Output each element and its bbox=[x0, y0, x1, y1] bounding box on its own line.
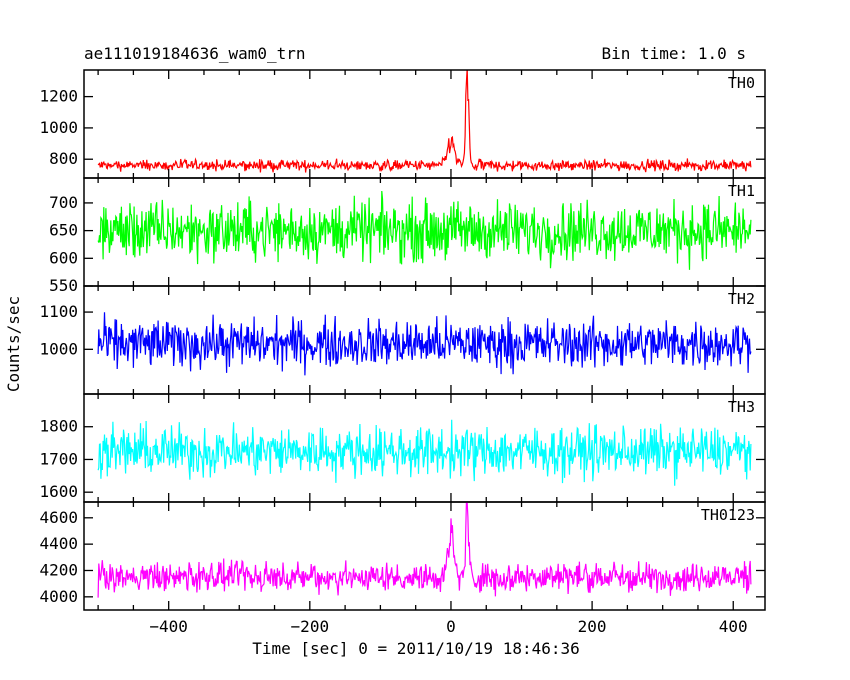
x-axis-label: Time [sec] 0 = 2011/10/19 18:46:36 bbox=[252, 639, 580, 658]
series-line-th1 bbox=[97, 190, 752, 270]
y-tick-label: 4400 bbox=[39, 534, 78, 553]
series-line-th0 bbox=[97, 70, 752, 173]
y-tick-label: 600 bbox=[49, 248, 78, 267]
series-line-th2 bbox=[97, 312, 752, 376]
y-axis-label: Counts/sec bbox=[4, 296, 23, 392]
y-tick-label: 650 bbox=[49, 221, 78, 240]
y-tick-label: 4600 bbox=[39, 508, 78, 527]
y-tick-label: 1600 bbox=[39, 482, 78, 501]
series-line-th3 bbox=[97, 419, 752, 486]
y-tick-label: 1000 bbox=[39, 118, 78, 137]
chart-title: ae111019184636_wam0_trn bbox=[84, 44, 306, 63]
panel-label-th2: TH2 bbox=[728, 290, 755, 308]
y-tick-label: 1700 bbox=[39, 449, 78, 468]
panel-label-th1: TH1 bbox=[728, 182, 755, 200]
y-tick-label: 1800 bbox=[39, 417, 78, 436]
panels-group: 800 1000 1200 TH0 550 600 650 700 TH1 1000 1100 TH2… bbox=[39, 69, 766, 636]
x-tick-label: 200 bbox=[578, 617, 607, 636]
y-tick-label: 4000 bbox=[39, 587, 78, 606]
y-tick-label: 1200 bbox=[39, 87, 78, 106]
panel-frame-th1 bbox=[83, 177, 766, 287]
panel-frame-th0123 bbox=[83, 501, 766, 611]
y-tick-label: 1000 bbox=[39, 339, 78, 358]
series-line-th0123 bbox=[97, 502, 752, 598]
y-tick-label: 700 bbox=[49, 193, 78, 212]
y-tick-label: 800 bbox=[49, 149, 78, 168]
y-tick-label: 550 bbox=[49, 276, 78, 295]
x-tick-label: −400 bbox=[149, 617, 188, 636]
panel-label-th0: TH0 bbox=[728, 74, 755, 92]
x-tick-label: 0 bbox=[446, 617, 456, 636]
x-tick-label: 400 bbox=[719, 617, 748, 636]
x-tick-label: −200 bbox=[291, 617, 330, 636]
y-tick-label: 4200 bbox=[39, 560, 78, 579]
bin-time-label: Bin time: 1.0 s bbox=[602, 44, 747, 63]
panel-label-th3: TH3 bbox=[728, 398, 755, 416]
panel-label-th0123: TH0123 bbox=[701, 506, 755, 524]
y-tick-label: 1100 bbox=[39, 302, 78, 321]
